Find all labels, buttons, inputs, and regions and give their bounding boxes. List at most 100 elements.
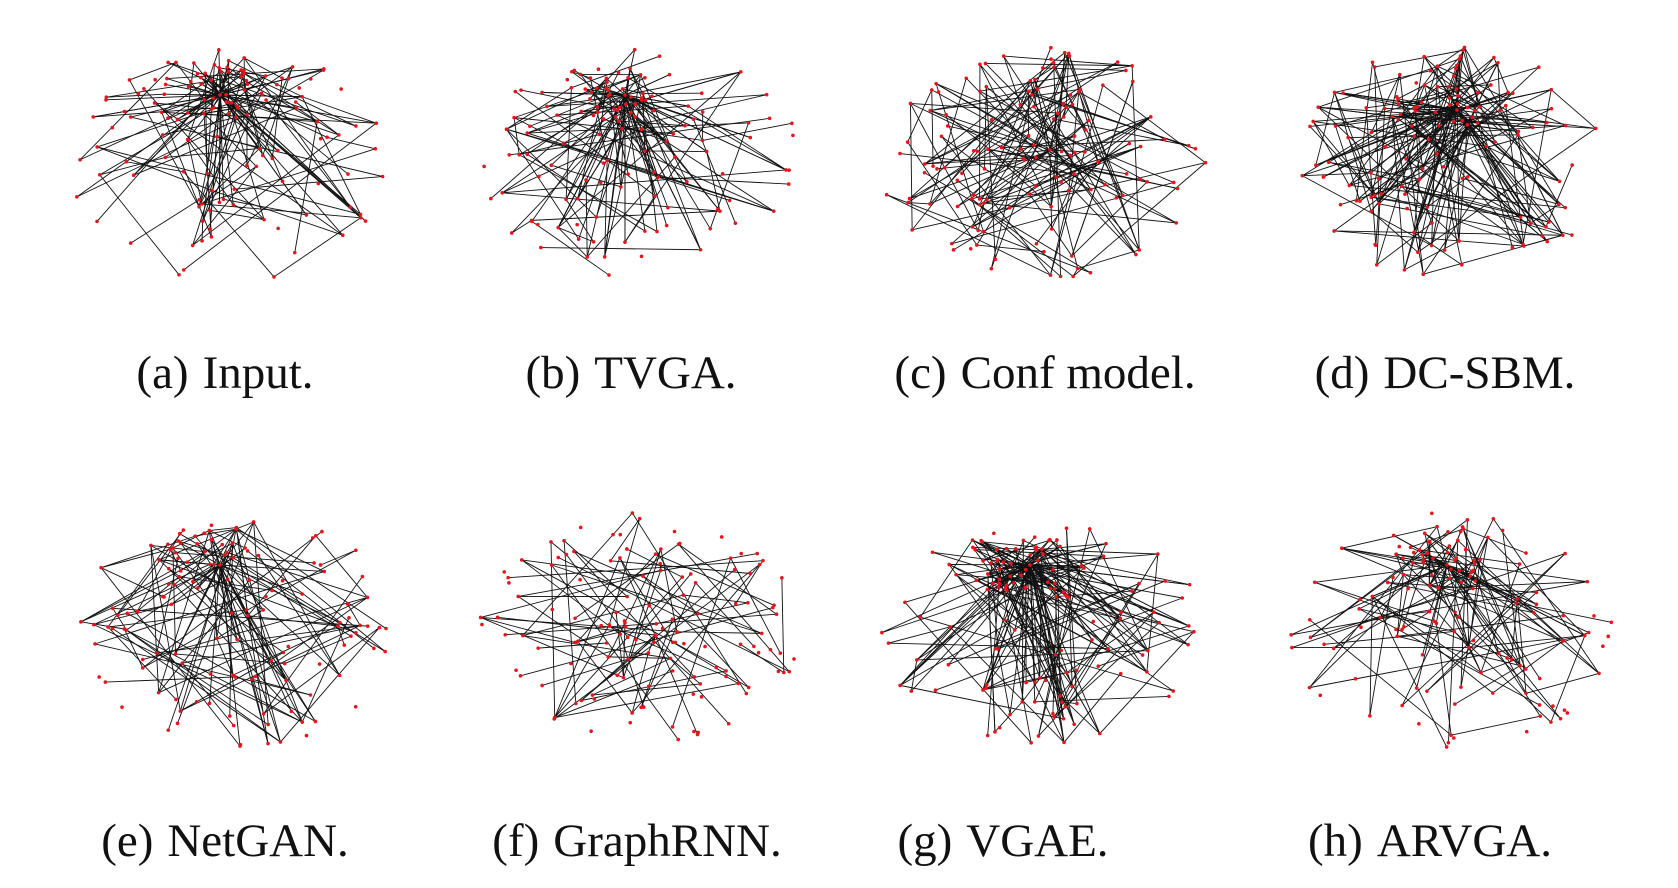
graph-node	[264, 98, 268, 102]
graph-node	[643, 229, 647, 233]
graph-node	[1460, 525, 1465, 529]
graph-node	[1103, 182, 1107, 187]
graph-node	[1104, 541, 1108, 546]
graph-edge	[597, 106, 620, 109]
graph-node	[1457, 239, 1461, 243]
graph-panel-conf-model	[865, 35, 1225, 305]
graph-edge	[581, 569, 736, 701]
graph-node	[569, 661, 573, 666]
graph-edge	[123, 628, 144, 669]
graph-node	[1064, 670, 1069, 675]
graph-node	[570, 69, 574, 74]
graph-edge	[106, 93, 165, 98]
graph-edge	[1428, 542, 1431, 586]
graph-node	[1441, 165, 1446, 169]
graph-node	[997, 567, 1002, 572]
graph-node	[292, 250, 297, 255]
graph-node	[693, 581, 698, 585]
graph-node	[738, 70, 743, 74]
graph-edge	[911, 80, 1031, 231]
graph-node	[922, 170, 927, 175]
graph-node	[115, 613, 120, 618]
graph-node	[1033, 77, 1037, 82]
graph-edge	[1034, 547, 1093, 641]
graph-node	[1119, 610, 1123, 615]
graph-node	[971, 148, 976, 153]
graph-node	[984, 84, 989, 89]
graph-node	[641, 705, 646, 709]
graph-node	[177, 574, 181, 579]
graph-edge	[235, 528, 325, 572]
graph-node	[1510, 91, 1515, 96]
graph-node	[1430, 511, 1434, 516]
graph-edge	[553, 564, 760, 720]
graph-edge	[982, 582, 1015, 691]
graph-node	[110, 606, 115, 611]
graph-node	[624, 102, 628, 107]
graph-node	[1068, 153, 1073, 158]
graph-node	[209, 523, 214, 528]
graph-node	[1593, 126, 1598, 131]
graph-node	[1403, 192, 1407, 196]
graph-node	[1461, 48, 1465, 53]
caption-text: DC-SBM.	[1383, 347, 1576, 399]
graph-edge	[251, 679, 269, 744]
graph-edge	[1448, 545, 1474, 589]
graph-node	[1406, 586, 1410, 591]
graph-edge	[94, 643, 311, 696]
graph-node	[208, 227, 212, 231]
graph-edge	[228, 71, 318, 123]
graph-edge	[1457, 103, 1560, 205]
graph-node	[991, 581, 995, 586]
graph-node	[1417, 548, 1422, 552]
graph-node	[561, 141, 566, 146]
graph-node	[242, 56, 247, 60]
graph-node	[973, 547, 977, 552]
graph-node	[1414, 81, 1419, 85]
graph-node	[595, 86, 599, 91]
graph-edge	[1029, 564, 1122, 613]
graph-edge	[1049, 149, 1053, 230]
graph-node	[162, 92, 167, 97]
graph-node	[313, 719, 318, 724]
graph-edge	[1550, 635, 1586, 723]
graph-edge	[888, 626, 951, 644]
graph-node	[617, 105, 622, 110]
graph-node	[714, 665, 719, 670]
caption-e: (e) NetGAN.	[15, 818, 435, 865]
graph-node	[964, 76, 969, 81]
graph-node	[509, 231, 514, 235]
graph-node	[1398, 112, 1403, 117]
graph-edge	[899, 539, 1051, 686]
graph-node	[97, 173, 102, 177]
graph-node	[633, 115, 637, 119]
graph-edge	[201, 203, 361, 219]
graph-edge	[634, 74, 642, 105]
graph-node	[217, 200, 222, 205]
graph-edge	[1049, 539, 1121, 619]
graph-node	[1187, 582, 1192, 587]
graph-edge	[1414, 103, 1458, 137]
graph-node	[1451, 736, 1456, 740]
graph-edge	[511, 220, 532, 234]
graph-node	[615, 673, 620, 678]
graph-node	[1058, 544, 1062, 549]
graph-edge	[112, 628, 281, 743]
graph-node	[286, 76, 291, 81]
graph-edge	[1437, 84, 1491, 88]
graph-node	[1187, 624, 1191, 628]
graph-edge	[1334, 92, 1372, 212]
graph-edge	[219, 564, 303, 595]
graph-node	[1472, 562, 1477, 566]
graph-node	[733, 221, 738, 225]
graph-node	[280, 76, 284, 80]
graph-node	[1083, 150, 1087, 154]
graph-node	[960, 171, 964, 176]
graph-node	[761, 558, 765, 563]
graph-node	[205, 171, 209, 176]
graph-edge	[505, 613, 777, 636]
graph-node	[1446, 84, 1451, 89]
graph-node	[1504, 103, 1508, 108]
graph-node	[231, 202, 236, 207]
graph-node	[784, 168, 788, 172]
